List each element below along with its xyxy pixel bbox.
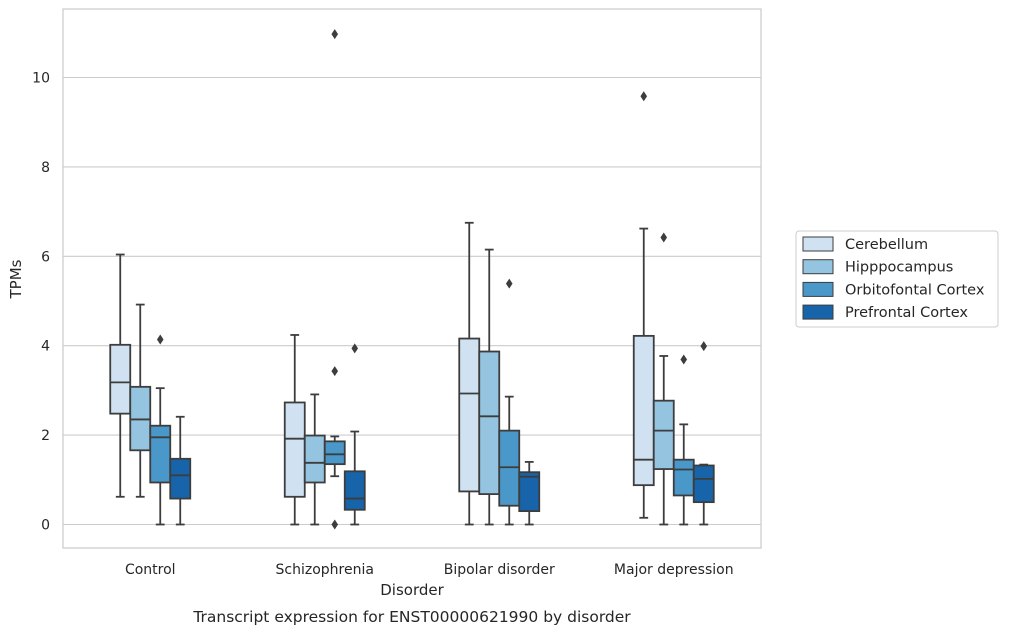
box-body — [478, 350, 501, 496]
legend: Cerebellum Hipppocampus Orbitofontal Corte… — [795, 230, 999, 328]
legend-swatch — [802, 281, 834, 297]
box-body — [109, 343, 132, 415]
outlier-point — [331, 519, 339, 530]
box-body — [323, 440, 346, 466]
box-body — [303, 434, 326, 484]
y-tick-label: 4 — [41, 339, 50, 355]
box-cerebellum — [632, 91, 655, 519]
outlier-point — [640, 91, 648, 102]
box-body — [149, 424, 172, 484]
outlier-point — [680, 354, 688, 365]
outlier-point — [700, 341, 708, 352]
legend-label: Prefrontal Cortex — [845, 305, 968, 321]
outlier-point — [331, 29, 339, 40]
y-tick-label: 6 — [41, 249, 50, 265]
legend-swatch — [802, 259, 834, 275]
x-tick-label: Bipolar disorder — [444, 562, 555, 578]
outlier-point — [660, 232, 668, 243]
box-cerebellum — [109, 253, 132, 498]
box-body — [343, 470, 366, 511]
box-hipppocampus — [478, 248, 501, 526]
y-axis-title: TPMs — [7, 259, 25, 299]
box-body — [672, 458, 695, 497]
box-layer — [109, 29, 715, 530]
box-cerebellum — [283, 334, 306, 526]
box-orbitofontal-cortex — [672, 354, 695, 526]
box-body — [652, 399, 675, 470]
box-orbitofontal-cortex — [323, 29, 346, 530]
plot-frame — [62, 8, 762, 549]
y-tick-label: 8 — [41, 160, 50, 176]
legend-label: Hipppocampus — [845, 260, 953, 276]
legend-label: Orbitofontal Cortex — [845, 282, 985, 298]
x-tick-label: Schizophrenia — [276, 562, 374, 578]
box-body — [169, 457, 192, 500]
legend-label: Cerebellum — [845, 237, 928, 253]
box-hipppocampus — [129, 303, 152, 498]
outlier-point — [331, 366, 339, 377]
x-tick-label: Major depression — [614, 562, 734, 578]
box-orbitofontal-cortex — [498, 278, 521, 526]
box-body — [518, 471, 541, 512]
box-body — [283, 401, 306, 498]
y-tick-label: 10 — [32, 71, 50, 87]
box-body — [458, 337, 481, 493]
box-orbitofontal-cortex — [149, 334, 172, 526]
box-prefrontal-cortex — [692, 341, 715, 526]
box-cerebellum — [458, 221, 481, 526]
outlier-point — [505, 278, 513, 289]
box-hipppocampus — [303, 393, 326, 526]
y-tick-label: 0 — [41, 518, 50, 534]
box-body — [692, 464, 715, 504]
chart-caption: Transcript expression for ENST0000062199… — [192, 608, 631, 626]
y-tick-labels: 0 2 4 6 8 10 — [32, 71, 50, 534]
box-prefrontal-cortex — [518, 461, 541, 526]
box-hipppocampus — [652, 232, 675, 526]
legend-swatch — [802, 236, 834, 252]
box-prefrontal-cortex — [169, 415, 192, 526]
box-prefrontal-cortex — [343, 343, 366, 526]
box-body — [632, 334, 655, 487]
grid-lines — [63, 76, 761, 526]
y-tick-label: 2 — [41, 428, 50, 444]
legend-swatch — [802, 304, 834, 320]
legend-frame — [795, 230, 999, 328]
x-axis-title: Disorder — [380, 581, 444, 599]
x-tick-labels: Control Schizophrenia Bipolar disorder Majo… — [125, 562, 734, 578]
outlier-point — [156, 334, 164, 345]
outlier-point — [351, 343, 359, 354]
x-tick-label: Control — [125, 562, 176, 578]
